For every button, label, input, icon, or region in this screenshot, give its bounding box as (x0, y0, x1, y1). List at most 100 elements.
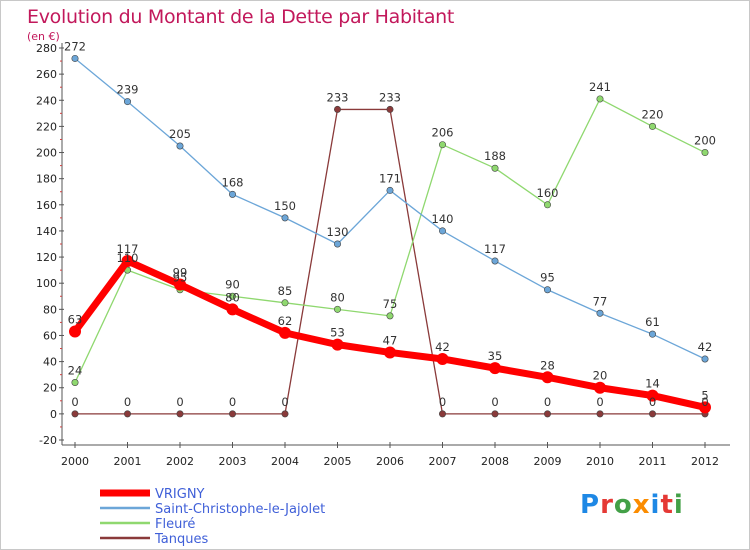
data-point (333, 105, 341, 113)
data-label: 117 (484, 242, 506, 256)
y-tick-label: 0 (50, 408, 57, 421)
data-point (124, 98, 132, 106)
data-label: 47 (383, 333, 398, 347)
data-point (491, 257, 499, 265)
x-tick-label: 2000 (61, 455, 89, 468)
data-point (71, 410, 79, 418)
chart-title: Evolution du Montant de la Dette par Hab… (27, 6, 455, 28)
logo-letter: i (673, 490, 684, 520)
data-label: 233 (327, 90, 349, 104)
data-label: 80 (330, 290, 345, 304)
data-label: 168 (222, 175, 244, 189)
data-point (386, 312, 394, 320)
data-point (176, 410, 184, 418)
data-point (229, 190, 237, 198)
logo-letter: i (650, 490, 661, 520)
y-tick-label: 180 (36, 173, 57, 186)
data-label: 0 (701, 395, 708, 409)
data-label: 220 (642, 107, 664, 121)
data-point (701, 355, 709, 363)
data-point (543, 410, 551, 418)
x-tick-label: 2007 (429, 455, 457, 468)
y-tick-label: 140 (36, 225, 57, 238)
x-tick-label: 2010 (586, 455, 614, 468)
data-point (226, 303, 239, 316)
data-point (386, 105, 394, 113)
data-label: 200 (694, 134, 716, 148)
data-point (646, 389, 659, 402)
data-label: 0 (439, 395, 446, 409)
x-tick-label: 2006 (376, 455, 404, 468)
data-label: 0 (71, 395, 78, 409)
data-point (384, 346, 396, 359)
legend-label: Fleuré (155, 517, 195, 532)
data-point (596, 95, 604, 103)
x-tick-label: 2002 (166, 455, 194, 468)
x-tick-label: 2004 (271, 455, 299, 468)
data-point (71, 379, 79, 387)
y-tick-label: 220 (36, 120, 57, 133)
y-tick-label: 120 (36, 251, 57, 264)
x-tick-label: 2005 (324, 455, 352, 468)
data-point (699, 401, 711, 414)
data-label: 140 (432, 212, 454, 226)
data-point (281, 214, 289, 222)
legend-label: Saint-Christophe-le-Jajolet (155, 502, 325, 517)
data-label: 95 (540, 271, 555, 285)
legend-label: Tanques (154, 532, 208, 547)
data-point (71, 54, 79, 62)
y-tick-label: 20 (43, 382, 57, 395)
data-point (543, 286, 551, 294)
data-point (491, 410, 499, 418)
x-tick-label: 2001 (114, 455, 142, 468)
unit-label: (en €) (27, 30, 60, 43)
data-label: 61 (645, 315, 660, 329)
y-tick-label: -20 (39, 434, 57, 447)
data-point (541, 371, 554, 384)
data-point (596, 410, 604, 418)
legend-label: VRIGNY (155, 487, 205, 502)
data-label: 0 (124, 395, 131, 409)
data-point (176, 142, 184, 150)
logo-letter: P (580, 490, 601, 520)
data-label: 0 (229, 395, 236, 409)
data-label: 20 (593, 369, 608, 383)
data-point (386, 186, 394, 194)
data-point (491, 164, 499, 172)
data-label: 0 (176, 395, 183, 409)
data-point (594, 381, 606, 394)
data-label: 0 (649, 395, 656, 409)
data-point (333, 240, 341, 248)
y-tick-label: 200 (36, 147, 57, 160)
data-label: 241 (589, 80, 611, 94)
data-point (331, 338, 344, 351)
y-tick-label: 240 (36, 94, 57, 107)
data-point (436, 352, 449, 365)
y-tick-label: 280 (36, 42, 57, 55)
data-point (124, 410, 132, 418)
data-label: 28 (540, 358, 555, 372)
data-point (648, 122, 656, 130)
x-tick-label: 2008 (481, 455, 509, 468)
logo-letter: t (660, 490, 674, 520)
data-label: 53 (330, 326, 345, 340)
data-point (438, 410, 446, 418)
data-point (648, 410, 656, 418)
data-point (333, 305, 341, 313)
data-label: 63 (68, 313, 83, 327)
data-label: 24 (68, 364, 83, 378)
data-point (69, 325, 81, 338)
data-label: 95 (173, 271, 188, 285)
data-point (229, 410, 237, 418)
data-point (281, 299, 289, 307)
x-tick-label: 2003 (219, 455, 247, 468)
x-tick-label: 2009 (534, 455, 562, 468)
data-label: 90 (225, 277, 240, 291)
data-label: 0 (544, 395, 551, 409)
data-label: 206 (432, 126, 454, 140)
data-point (489, 362, 501, 375)
data-label: 35 (488, 349, 503, 363)
data-label: 5 (701, 388, 708, 402)
logo-letter: x (632, 490, 651, 520)
data-label: 14 (645, 377, 660, 391)
